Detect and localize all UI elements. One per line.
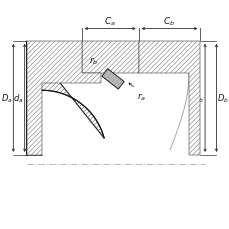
Text: $D_a$: $D_a$ — [1, 92, 12, 105]
Polygon shape — [81, 42, 138, 74]
Text: $C_b$: $C_b$ — [163, 15, 175, 27]
Text: $d_b$: $d_b$ — [193, 92, 203, 105]
Text: $D_b$: $D_b$ — [216, 92, 228, 105]
Text: $r_a$: $r_a$ — [136, 91, 145, 102]
Text: $r_b$: $r_b$ — [89, 55, 98, 66]
Polygon shape — [27, 42, 104, 155]
Text: $d_a$: $d_a$ — [13, 92, 24, 105]
Text: $C_a$: $C_a$ — [104, 15, 115, 27]
Polygon shape — [138, 42, 199, 155]
Polygon shape — [101, 69, 124, 90]
Polygon shape — [27, 42, 100, 155]
